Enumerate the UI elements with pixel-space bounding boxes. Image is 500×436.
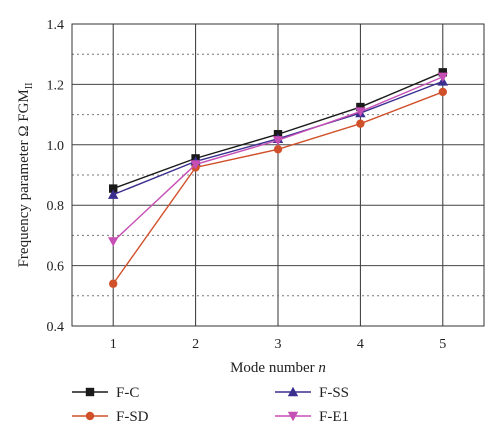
- data-point-f-e1: [272, 136, 284, 146]
- data-point-f-sd: [109, 279, 118, 288]
- legend: F-C F-SS F-SD F-E1: [72, 385, 349, 425]
- data-point-f-sd: [356, 119, 365, 128]
- y-tick-labels: 0.4 0.6 0.8 1.0 1.2 1.4: [47, 18, 65, 335]
- data-point-f-c: [356, 102, 365, 112]
- legend-item-f-sd: F-SD: [72, 409, 149, 425]
- data-point-f-e1: [355, 107, 366, 117]
- data-point-f-ss: [108, 189, 119, 199]
- y-tick-label: 1.2: [47, 78, 65, 93]
- y-tick-label: 0.4: [47, 320, 65, 335]
- y-axis-label: Frequency parameter Ω FGMII: [16, 83, 35, 268]
- legend-label-f-sd: F-SD: [116, 409, 149, 425]
- x-tick-label: 3: [275, 337, 282, 352]
- y-tick-label: 1.0: [47, 139, 65, 154]
- legend-item-f-e1: F-E1: [275, 409, 349, 425]
- data-point-f-sd: [273, 145, 283, 154]
- plot-area-frame: [71, 23, 485, 327]
- legend-marker-f-sd: [85, 411, 95, 421]
- x-tick-label: 4: [357, 337, 364, 352]
- data-point-f-c: [438, 68, 447, 77]
- legend-item-f-c: F-C: [72, 385, 139, 401]
- legend-label-f-ss: F-SS: [319, 385, 349, 401]
- data-point-f-e1: [190, 160, 201, 170]
- x-axis-label: Mode number n: [230, 360, 326, 376]
- x-tick-label: 5: [439, 337, 446, 352]
- x-tick-label: 2: [192, 337, 199, 352]
- legend-label-f-e1: F-E1: [319, 409, 349, 425]
- grid: [72, 24, 484, 326]
- data-point-f-sd: [438, 87, 447, 97]
- data-point-f-e1: [437, 72, 448, 83]
- y-tick-label: 0.8: [47, 199, 65, 214]
- x-tick-label: 1: [110, 337, 117, 352]
- series-group: [108, 68, 448, 288]
- data-point-f-c: [109, 184, 118, 193]
- y-tick-label: 1.4: [47, 18, 65, 33]
- data-point-f-e1: [108, 237, 119, 247]
- legend-marker-f-e1: [287, 411, 299, 422]
- x-tick-labels: 1 2 3 4 5: [110, 337, 447, 352]
- legend-label-f-c: F-C: [116, 385, 139, 401]
- y-tick-label: 0.6: [47, 260, 65, 275]
- legend-marker-f-c: [85, 387, 95, 397]
- legend-marker-f-ss: [287, 386, 299, 397]
- legend-item-f-ss: F-SS: [275, 385, 349, 401]
